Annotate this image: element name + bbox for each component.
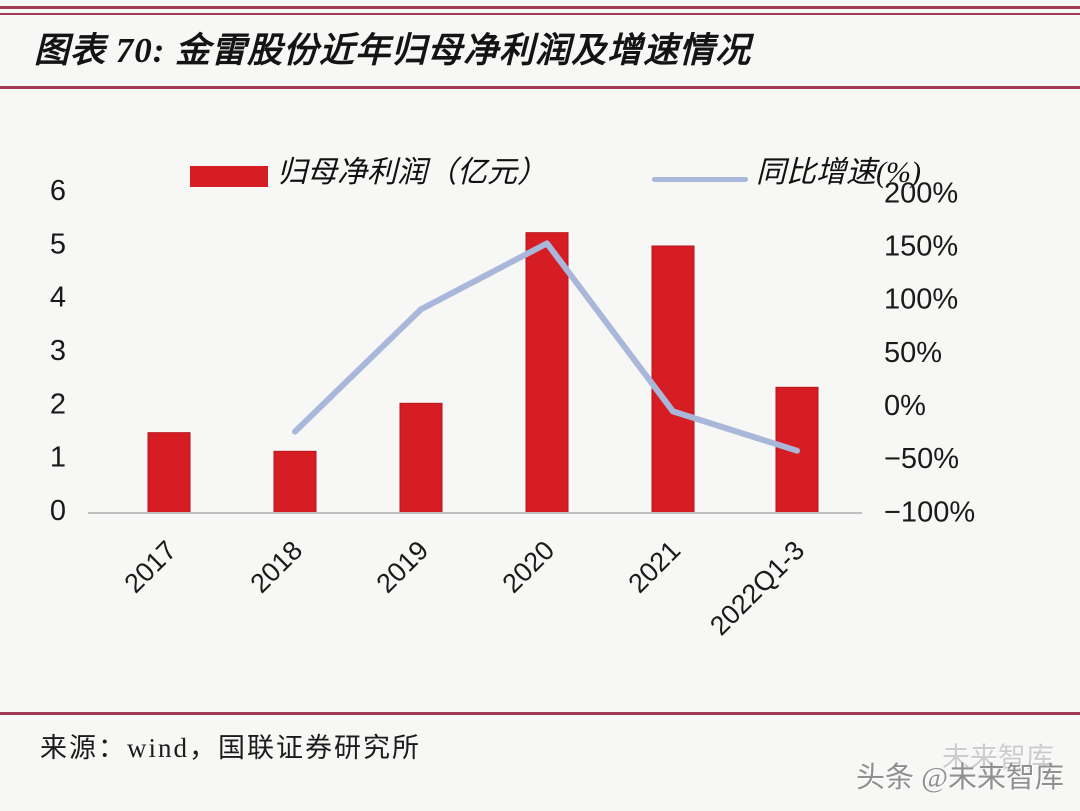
right-axis-tick-100: 100% (884, 284, 958, 316)
x-axis-label-2017: 2017 (119, 535, 183, 599)
right-axis-tick--50: −50% (884, 443, 959, 475)
top-rule-thin (0, 13, 1080, 15)
right-axis-tick-0: 0% (884, 390, 926, 422)
left-axis-tick-0: 0 (50, 495, 66, 527)
figure-title: 图表 70: 金雷股份近年归母净利润及增速情况 (34, 31, 752, 70)
left-axis-tick-6: 6 (50, 175, 66, 207)
x-axis-label-2020: 2020 (497, 535, 561, 599)
legend-bar-label: 归母净利润（亿元） (277, 156, 547, 189)
x-axis-label-2019: 2019 (371, 535, 435, 599)
bar-2021 (651, 245, 695, 514)
right-axis-tick--100: −100% (884, 496, 975, 528)
right-axis-tick-200: 200% (884, 177, 958, 209)
bar-2017 (147, 432, 191, 514)
source-text: 来源：wind，国联证券研究所 (40, 733, 421, 763)
left-axis-tick-4: 4 (50, 282, 66, 314)
left-axis-tick-1: 1 (50, 442, 66, 474)
bar-2020 (525, 232, 569, 514)
legend-line-swatch (652, 177, 748, 182)
footer-rule (0, 712, 1080, 715)
title-bottom-rule (0, 86, 1080, 89)
bar-2018 (273, 450, 317, 514)
bar-2019 (399, 402, 443, 514)
legend-line-label: 同比增速(%) (756, 156, 921, 189)
x-axis-label-2018: 2018 (245, 535, 309, 599)
x-axis-label-2022Q1-3: 2022Q1-3 (704, 535, 810, 641)
right-axis-tick-150: 150% (884, 231, 958, 263)
x-axis-label-2021: 2021 (623, 535, 687, 599)
top-rule-thick (0, 6, 1080, 9)
left-axis-tick-2: 2 (50, 388, 66, 420)
left-axis-tick-3: 3 (50, 335, 66, 367)
legend-bar-swatch (190, 166, 268, 187)
right-axis-tick-50: 50% (884, 337, 942, 369)
growth-line (292, 240, 800, 454)
left-axis-tick-5: 5 (50, 228, 66, 260)
